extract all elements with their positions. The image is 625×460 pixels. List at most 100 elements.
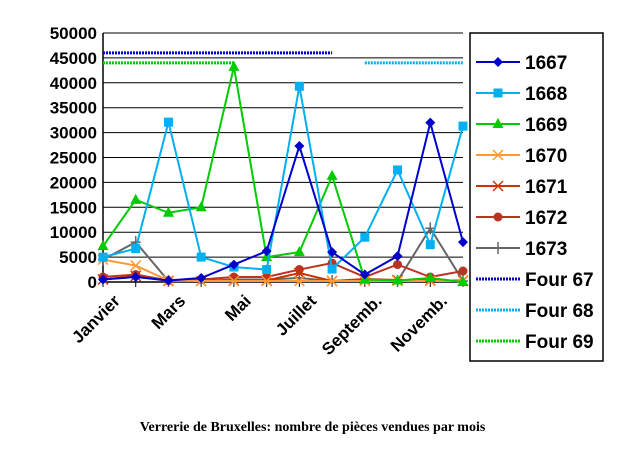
data-point xyxy=(424,272,436,283)
data-point xyxy=(130,272,141,283)
series-line xyxy=(102,66,464,283)
data-point xyxy=(493,242,503,254)
data-point xyxy=(294,141,305,152)
y-tick-label: 35000 xyxy=(50,99,97,118)
data-point xyxy=(425,240,435,250)
y-tick-label: 0 xyxy=(88,273,97,292)
data-point xyxy=(130,193,142,204)
data-point xyxy=(261,246,272,257)
legend-item: 1673 xyxy=(476,239,567,260)
data-point xyxy=(359,269,370,280)
data-point xyxy=(228,60,240,71)
data-point xyxy=(131,244,141,254)
data-point xyxy=(262,265,272,275)
data-point xyxy=(163,275,174,286)
y-tick-label: 10000 xyxy=(50,223,97,242)
legend: 1667 1668 1669 1670 1671 1672 1673 Four 67 Four … xyxy=(469,32,604,362)
data-point xyxy=(458,237,468,248)
y-tick-label: 30000 xyxy=(50,124,97,143)
data-point xyxy=(493,212,503,222)
legend-label: 1671 xyxy=(525,177,568,198)
y-tick-label: 5000 xyxy=(59,248,97,267)
data-point xyxy=(98,274,108,285)
data-point xyxy=(130,260,142,272)
y-tick-label: 40000 xyxy=(50,74,97,93)
data-point xyxy=(360,232,370,242)
data-point xyxy=(228,275,240,287)
data-point xyxy=(458,266,468,276)
chart-caption: Verrerie de Bruxelles: nombre de pièces … xyxy=(139,420,486,435)
x-tick-label: Septemb. xyxy=(318,291,386,359)
x-tick-label: Mars xyxy=(148,291,189,332)
series-line xyxy=(102,226,464,283)
legend-box xyxy=(469,32,604,362)
data-point xyxy=(392,251,403,262)
legend-item: 1671 xyxy=(476,177,568,198)
reference-lines xyxy=(103,51,463,65)
data-point xyxy=(195,201,207,212)
data-point xyxy=(492,149,504,161)
y-tick-label: 20000 xyxy=(50,173,97,192)
data-point xyxy=(326,169,338,180)
legend-label: Four 68 xyxy=(525,301,594,322)
data-point xyxy=(393,260,403,270)
data-point xyxy=(492,118,504,128)
series-group xyxy=(97,60,469,288)
legend-label: 1669 xyxy=(525,115,567,136)
legend-item: 1668 xyxy=(476,84,567,105)
data-point xyxy=(493,88,503,98)
data-point xyxy=(163,117,173,127)
data-point xyxy=(326,275,338,287)
data-point xyxy=(393,165,403,175)
legend-item: Four 69 xyxy=(476,332,594,353)
y-tick-label: 45000 xyxy=(50,49,97,68)
data-point xyxy=(293,267,305,279)
data-point xyxy=(425,117,436,128)
x-tick-label: Novemb. xyxy=(387,291,451,355)
y-tick-label: 25000 xyxy=(50,149,97,168)
data-point xyxy=(228,259,239,270)
series-1667 xyxy=(98,117,468,286)
data-point xyxy=(294,81,304,91)
data-point xyxy=(97,240,109,251)
data-point xyxy=(293,275,305,287)
legend-item: 1667 xyxy=(476,53,567,74)
x-tick-label: Janvier xyxy=(68,291,124,347)
legend-label: Four 67 xyxy=(525,270,594,291)
data-point xyxy=(458,121,468,131)
legend-label: 1670 xyxy=(525,146,567,167)
data-point xyxy=(493,57,503,67)
data-point xyxy=(196,252,206,262)
legend-label: 1667 xyxy=(525,53,567,74)
data-point xyxy=(261,275,273,287)
data-point xyxy=(162,206,174,217)
data-point xyxy=(293,246,305,257)
data-point xyxy=(492,180,504,192)
series-1668 xyxy=(98,81,468,275)
data-point xyxy=(457,276,469,286)
data-point xyxy=(327,264,337,274)
legend-item: Four 67 xyxy=(476,270,594,291)
grid xyxy=(103,32,463,283)
series-line xyxy=(102,118,464,282)
legend-label: 1668 xyxy=(525,84,567,105)
data-point xyxy=(392,274,404,285)
legend-item: 1670 xyxy=(476,146,567,167)
data-point xyxy=(327,247,338,258)
x-tick-label: Juillet xyxy=(272,291,320,339)
y-axis: 0 5000 10000 15000 20000 25000 30000 35000 40000… xyxy=(50,24,104,292)
legend-label: Four 69 xyxy=(525,332,594,353)
y-tick-label: 15000 xyxy=(50,198,97,217)
legend-item: 1669 xyxy=(476,115,567,136)
legend-label: 1673 xyxy=(525,239,567,260)
legend-item: Four 68 xyxy=(476,301,594,322)
data-point xyxy=(98,252,108,262)
y-tick-label: 50000 xyxy=(50,24,97,43)
legend-label: 1672 xyxy=(525,208,567,229)
series-line xyxy=(102,86,464,272)
x-tick-label: Mai xyxy=(221,291,254,324)
data-point xyxy=(196,273,207,284)
data-point xyxy=(425,222,436,235)
